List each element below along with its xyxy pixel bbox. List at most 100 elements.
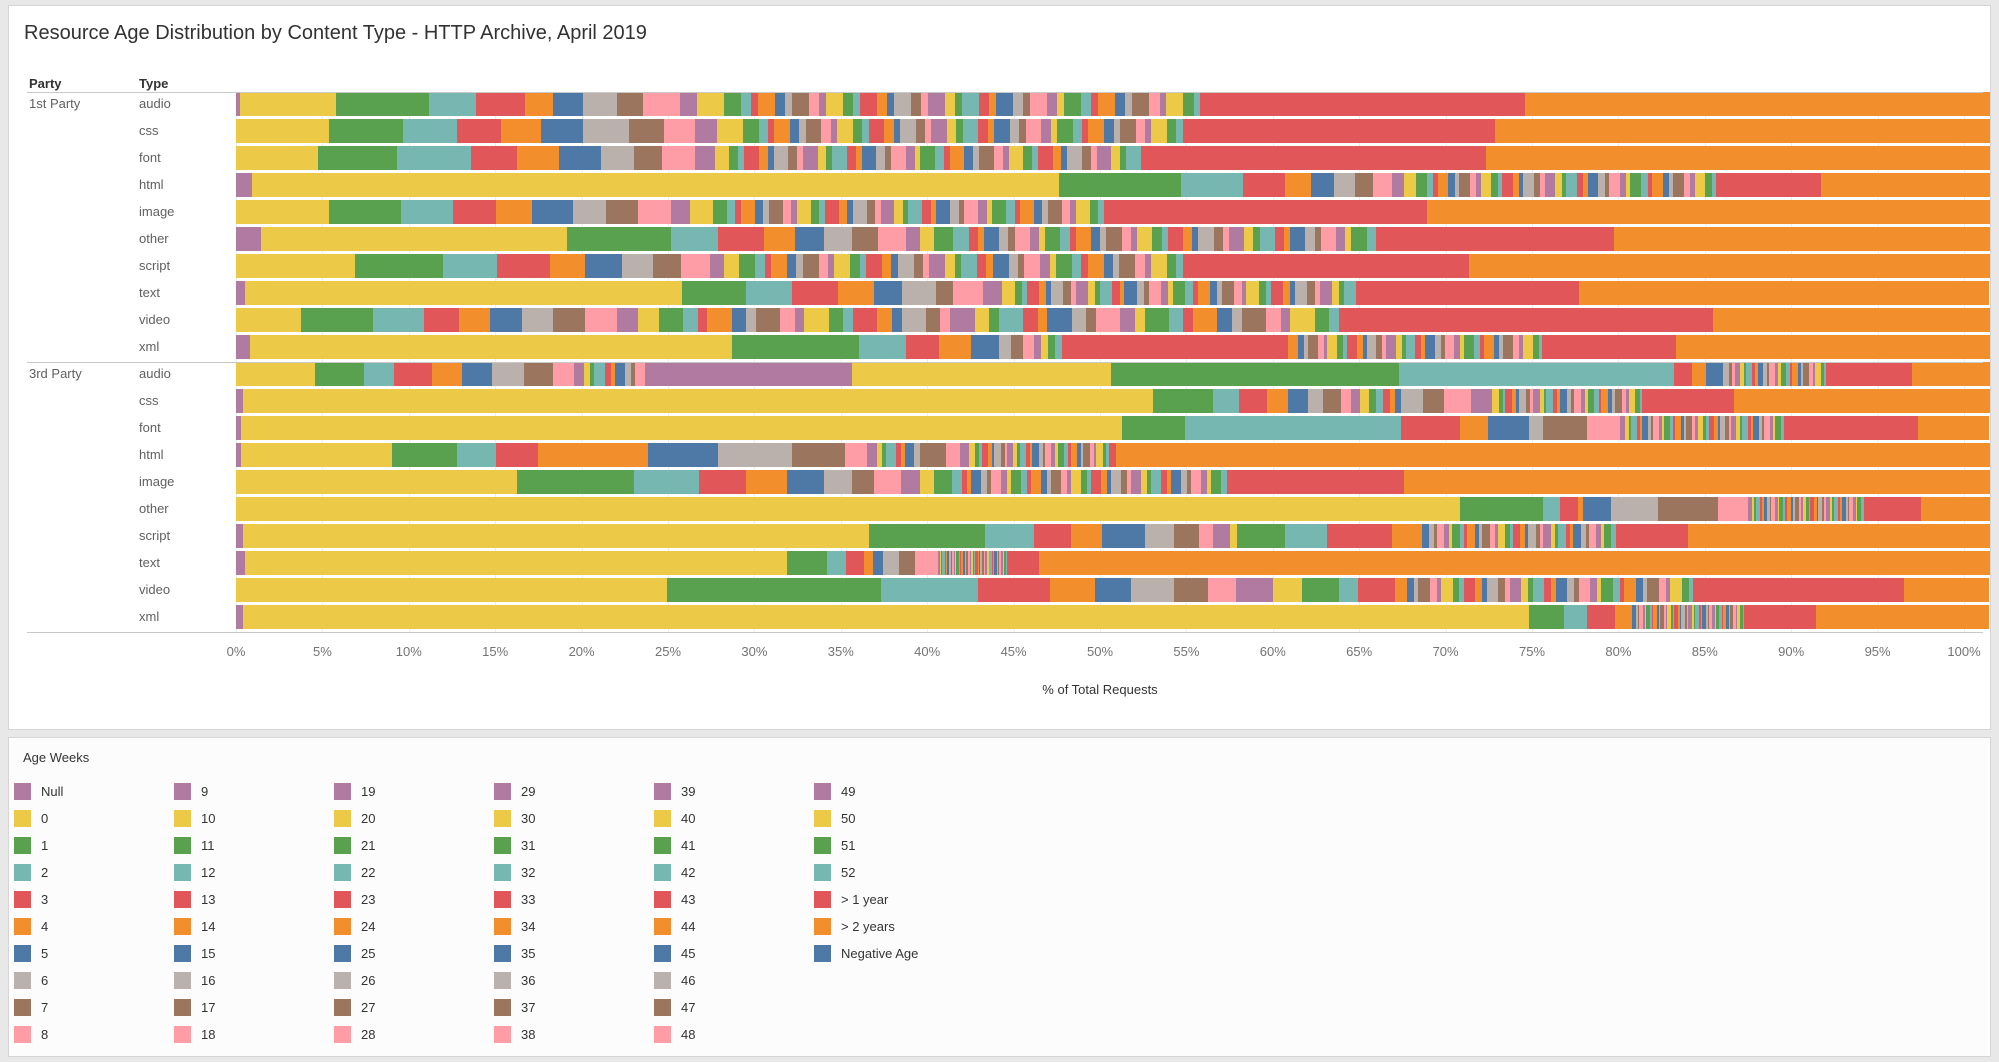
bar-segment-age-7[interactable] [1174, 524, 1199, 548]
legend-item-25[interactable]: 25 [334, 940, 489, 967]
bar-segment-age-20[interactable] [1662, 416, 1665, 440]
bar-segment-age-3[interactable] [846, 551, 864, 575]
bar-segment-age-24[interactable] [1675, 416, 1681, 440]
bar-segment-age-40[interactable] [1714, 605, 1716, 629]
bar-segment-age-33[interactable] [1091, 470, 1102, 494]
bar-segment-age-29[interactable] [950, 308, 975, 332]
bar-segment-age-49[interactable] [1518, 335, 1523, 359]
bar-segment-age-29[interactable] [1734, 362, 1741, 386]
bar-segment-age-> 1 year[interactable] [1200, 92, 1525, 116]
bar-segment-age-4[interactable] [500, 119, 542, 143]
bar-segment-age-25[interactable] [963, 551, 965, 575]
bar-segment-age-40[interactable] [1008, 146, 1024, 170]
bar-segment-age-11[interactable] [882, 443, 887, 467]
bar-segment-age-34[interactable] [1814, 497, 1817, 521]
bar-segment-age-33[interactable] [1415, 335, 1422, 359]
bar-segment-age-22[interactable] [859, 254, 867, 278]
bar-segment-age-21[interactable] [1498, 389, 1503, 413]
bar-segment-age-47[interactable] [1729, 605, 1734, 629]
bar-segment-age-15[interactable] [1298, 335, 1304, 359]
bar-segment-age-49[interactable] [1001, 551, 1003, 575]
bar-segment-age-7[interactable] [653, 254, 682, 278]
bar-segment-age-36[interactable] [1198, 227, 1214, 251]
bar-segment-age-25[interactable] [891, 308, 902, 332]
bar-segment-age-27[interactable] [885, 146, 892, 170]
bar-segment-age-26[interactable] [897, 254, 914, 278]
bar-segment-age-> 2 years[interactable] [1733, 389, 1990, 413]
bar-segment-age-22[interactable] [1021, 470, 1028, 494]
bar-segment-age-51[interactable] [1003, 551, 1006, 575]
bar-segment-age-11[interactable] [941, 551, 943, 575]
bar-segment-age-26[interactable] [876, 146, 886, 170]
bar-segment-age-51[interactable] [1603, 524, 1612, 548]
bar-segment-age-12[interactable] [738, 146, 745, 170]
bar-segment-age-49[interactable] [1625, 389, 1629, 413]
bar-segment-age-24[interactable] [1786, 497, 1791, 521]
bar-segment-age-49[interactable] [1096, 146, 1112, 170]
bar-segment-age-25[interactable] [1474, 524, 1480, 548]
bar-segment-age-9[interactable] [867, 443, 877, 467]
bar-segment-age-22[interactable] [1497, 173, 1502, 197]
bar-segment-age-8[interactable] [642, 92, 680, 116]
bar-segment-age-2[interactable] [442, 254, 498, 278]
bar-segment-age-23[interactable] [1501, 173, 1513, 197]
bar-segment-age-46[interactable] [1801, 362, 1804, 386]
bar-segment-age-8[interactable] [1340, 389, 1352, 413]
bar-segment-age-43[interactable] [1565, 524, 1571, 548]
bar-segment-age-3[interactable] [1242, 173, 1285, 197]
bar-segment-age-18[interactable] [1444, 389, 1471, 413]
bar-segment-age-51[interactable] [1166, 254, 1177, 278]
bar-segment-age-43[interactable] [1037, 146, 1053, 170]
bar-segment-age-38[interactable] [1126, 470, 1131, 494]
bar-segment-age-6[interactable] [492, 362, 524, 386]
bar-segment-age-20[interactable] [1491, 389, 1499, 413]
bar-segment-age-34[interactable] [1551, 578, 1556, 602]
legend-item-42[interactable]: 42 [654, 859, 809, 886]
bar-segment-age-49[interactable] [1769, 416, 1774, 440]
bar-segment-age-15[interactable] [767, 146, 774, 170]
bar-segment-age-47[interactable] [1314, 227, 1321, 251]
bar-segment-age-18[interactable] [951, 551, 955, 575]
bar-segment-age-43[interactable] [1789, 362, 1792, 386]
bar-segment-age-19[interactable] [1775, 497, 1778, 521]
bar-segment-age-46[interactable] [1499, 335, 1504, 359]
legend-item-> 2 years[interactable]: > 2 years [814, 913, 969, 940]
bar-segment-age-32[interactable] [1746, 362, 1752, 386]
bar-segment-age-46[interactable] [1758, 416, 1763, 440]
bar-segment-age-21[interactable] [1111, 362, 1399, 386]
bar-segment-age-47[interactable] [1186, 470, 1191, 494]
bar-segment-age-18[interactable] [1653, 416, 1659, 440]
bar-segment-age-30[interactable] [1697, 416, 1704, 440]
bar-segment-age-30[interactable] [1691, 605, 1694, 629]
bar-segment-age-20[interactable] [796, 200, 811, 224]
bar-segment-age-> 1 year[interactable] [1182, 119, 1495, 143]
bar-segment-age-31[interactable] [1401, 335, 1406, 359]
bar-segment-age-12[interactable] [755, 254, 765, 278]
bar-segment-age-2[interactable] [827, 551, 847, 575]
bar-segment-age-0[interactable] [239, 92, 336, 116]
bar-segment-age-9[interactable] [1033, 335, 1041, 359]
bar-segment-age-11[interactable] [712, 200, 727, 224]
bar-segment-age-> 1 year[interactable] [1007, 551, 1039, 575]
bar-segment-age-9[interactable] [574, 362, 585, 386]
bar-segment-age-24[interactable] [881, 254, 892, 278]
bar-segment-age-29[interactable] [931, 119, 948, 143]
bar-segment-age-21[interactable] [1779, 497, 1784, 521]
bar-segment-age-39[interactable] [1002, 146, 1009, 170]
bar-segment-age-7[interactable] [606, 200, 638, 224]
bar-segment-age-17[interactable] [755, 308, 781, 332]
bar-segment-age-5[interactable] [874, 281, 903, 305]
legend-item-16[interactable]: 16 [174, 967, 329, 994]
bar-segment-age-51[interactable] [1681, 578, 1689, 602]
bar-segment-age-26[interactable] [1136, 281, 1144, 305]
bar-segment-age-7[interactable] [851, 227, 878, 251]
bar-segment-age-36[interactable] [1434, 335, 1441, 359]
bar-segment-age-34[interactable] [1557, 389, 1561, 413]
bar-segment-age-38[interactable] [1769, 362, 1775, 386]
bar-segment-age-1[interactable] [1153, 389, 1213, 413]
bar-segment-age-47[interactable] [1081, 146, 1091, 170]
bar-segment-age-> 1 year[interactable] [1182, 254, 1469, 278]
bar-segment-age-24[interactable] [884, 119, 894, 143]
bar-segment-age-21[interactable] [826, 146, 833, 170]
bar-segment-age-38[interactable] [1608, 173, 1620, 197]
